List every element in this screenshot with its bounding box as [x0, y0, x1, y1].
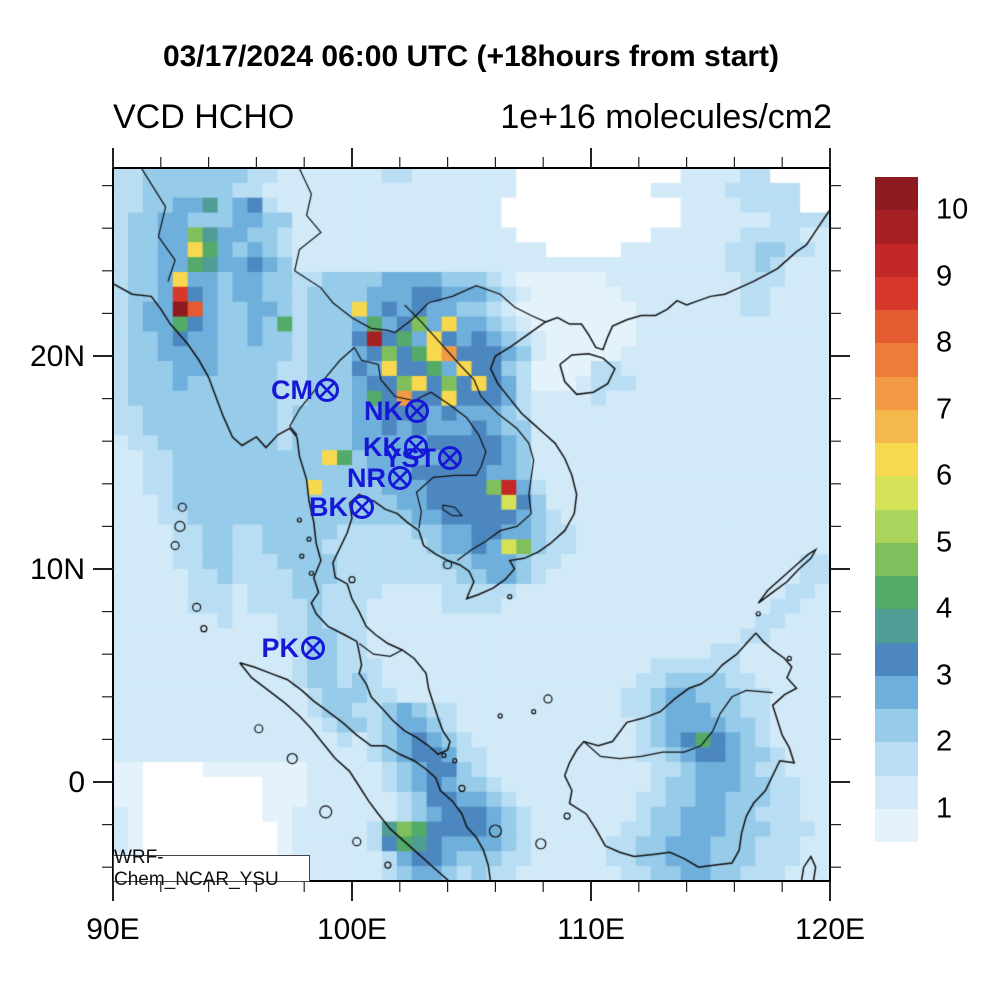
colorbar-segment-7-7.5 [875, 376, 918, 410]
colorbar-segment-1-1.5 [875, 775, 918, 809]
colorbar-label-4: 4 [936, 592, 953, 625]
station-marker-KK: KK [363, 432, 428, 462]
colorbar-label-3: 3 [936, 659, 953, 692]
y-axis-label: 0 [68, 766, 85, 799]
x-axis-label: 90E [86, 913, 139, 946]
station-circle-icon [405, 399, 429, 423]
colorbar-segment-6.5-7 [875, 409, 918, 443]
colorbar-label-8: 8 [936, 326, 953, 359]
y-axis-label: 10N [30, 553, 85, 586]
colorbar-segment-7.5-8 [875, 343, 918, 377]
colorbar-label-7: 7 [936, 393, 953, 426]
model-config-badge: WRF-Chem_NCAR_YSU [113, 847, 310, 890]
colorbar-segment-6-6.5 [875, 443, 918, 477]
station-marker-PK: PK [261, 633, 325, 663]
colorbar-segment-4-4.5 [875, 576, 918, 610]
station-label: BK [309, 492, 348, 522]
colorbar-label-10: 10 [936, 193, 969, 226]
station-label: YST [383, 443, 436, 473]
station-circle-icon [350, 495, 374, 519]
colorbar-segment-9.5-10 [875, 210, 918, 244]
station-circle-icon [301, 636, 325, 660]
x-axis-label: 120E [795, 913, 865, 946]
station-circle-icon [388, 466, 412, 490]
station-marker-CM: CM [271, 375, 339, 405]
station-cross-icon [407, 438, 425, 456]
colorbar-segment-2.5-3 [875, 675, 918, 709]
colorbar-segment-2-2.5 [875, 709, 918, 743]
plot-timestamp-title: 03/17/2024 06:00 UTC (+18hours from star… [162, 40, 780, 73]
colorbar-segment-3.5-4 [875, 609, 918, 643]
colorbar-segment-5.5-6 [875, 476, 918, 510]
station-marker-NR: NR [347, 463, 412, 493]
station-cross-icon [304, 639, 322, 657]
colorbar-label-2: 2 [936, 725, 953, 758]
station-circle-icon [315, 378, 339, 402]
station-cross-icon [441, 449, 459, 467]
station-cross-icon [391, 469, 409, 487]
model-config-label: WRF-Chem_NCAR_YSU [114, 846, 279, 890]
colorbar-segment-9-9.5 [875, 243, 918, 277]
y-axis-label: 20N [30, 340, 85, 373]
colorbar-segment-8-8.5 [875, 310, 918, 344]
station-label: CM [271, 375, 313, 405]
colorbar-label-9: 9 [936, 260, 953, 293]
colorbar-segment-4.5-5 [875, 542, 918, 576]
station-cross-icon [353, 498, 371, 516]
colorbar-label-5: 5 [936, 526, 953, 559]
units-label: 1e+16 molecules/cm2 [500, 98, 832, 136]
x-axis-label: 110E [557, 913, 625, 946]
station-label: KK [363, 432, 402, 462]
colorbar [875, 177, 918, 842]
station-cross-icon [318, 381, 336, 399]
colorbar-segment-3-3.5 [875, 642, 918, 676]
colorbar-segment-10-10.5 [875, 177, 918, 211]
colorbar-label-1: 1 [936, 792, 953, 825]
colorbar-segment-1.5-2 [875, 742, 918, 776]
station-label: NR [347, 463, 386, 493]
station-label: NK [364, 396, 403, 426]
colorbar-segment-8.5-9 [875, 276, 918, 310]
x-axis-label: 100E [317, 913, 387, 946]
station-marker-NK: NK [364, 396, 429, 426]
colorbar-segment-5-5.5 [875, 509, 918, 543]
colorbar-segment-0.5-1 [875, 808, 918, 842]
station-cross-icon [408, 402, 426, 420]
station-label: PK [261, 633, 299, 663]
station-circle-icon [404, 435, 428, 459]
variable-label: VCD HCHO [113, 98, 295, 136]
map-frame [112, 167, 831, 882]
station-circle-icon [438, 446, 462, 470]
station-marker-YST: YST [383, 443, 462, 473]
colorbar-label-6: 6 [936, 459, 953, 492]
station-marker-BK: BK [309, 492, 374, 522]
